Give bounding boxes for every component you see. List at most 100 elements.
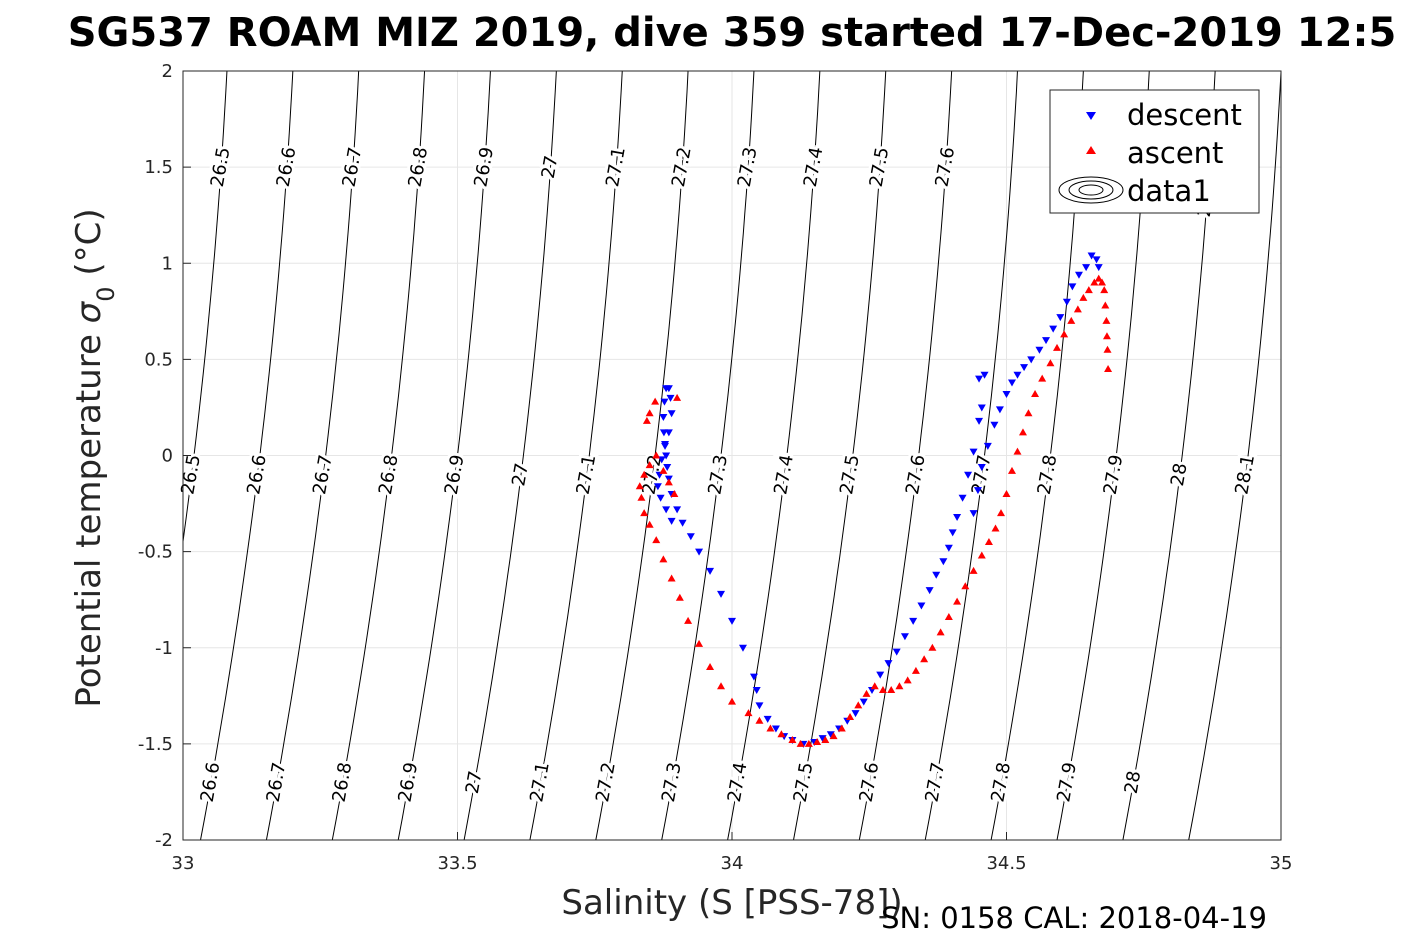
isopycnal-label: 28 (1121, 769, 1146, 795)
y-tick-label: 2 (162, 61, 173, 82)
descent-point (1068, 283, 1077, 291)
ascent-point (1100, 286, 1109, 294)
ascent-point (895, 682, 904, 690)
ascent-point (870, 682, 879, 690)
ascent-point (635, 482, 644, 490)
ascent-point (1102, 316, 1111, 324)
ascent-point (1079, 293, 1088, 301)
descent-point (752, 687, 761, 695)
descent-point (653, 483, 662, 491)
descent-point (673, 506, 682, 514)
descent-point (1056, 314, 1065, 322)
ascent-point (1073, 305, 1082, 313)
ascent-point (829, 732, 838, 740)
ascent-point (652, 536, 661, 544)
ascent-point (862, 689, 871, 697)
y-axis-ticks: -2 -1.5 -1 -0.5 0 0.5 1 1.5 2 (138, 61, 191, 851)
descent-point (892, 648, 901, 656)
ascent-point (796, 739, 805, 747)
ascent-point (854, 701, 863, 709)
ascent-point (977, 551, 986, 559)
ascent-point (659, 555, 668, 563)
x-tick-label: 33.5 (437, 853, 477, 874)
ascent-point (1098, 278, 1107, 286)
ascent-point (887, 686, 896, 694)
legend-ascent-label: ascent (1127, 136, 1223, 170)
x-tick-label: 35 (1270, 853, 1293, 874)
descent-point (664, 385, 673, 393)
legend-ascent-marker (1086, 146, 1096, 154)
ascent-point (645, 409, 654, 417)
ascent-point (766, 724, 775, 732)
y-tick-label: -1 (155, 638, 173, 659)
isopycnal-line (183, 71, 228, 546)
descent-point (900, 633, 909, 641)
descent-point (763, 715, 772, 723)
y-tick-label: -0.5 (138, 542, 173, 563)
x-tick-label: 34 (721, 853, 744, 874)
descent-point (1092, 256, 1101, 264)
ascent-point (640, 470, 649, 478)
ascent-point (706, 662, 715, 670)
descent-point (771, 725, 780, 733)
descent-point (662, 452, 671, 460)
descent-point (948, 529, 957, 537)
ascent-point (788, 736, 797, 744)
descent-point (662, 506, 671, 514)
y-tick-label: 1 (162, 253, 173, 274)
y-tick-label: 0 (162, 446, 173, 467)
ascent-point (1094, 274, 1103, 282)
descent-point (1074, 271, 1083, 279)
ascent-point (953, 597, 962, 605)
ascent-point (1067, 316, 1076, 324)
isopycnal-line (331, 71, 426, 840)
calibration-footer: SN: 0158 CAL: 2018-04-19 (881, 901, 1267, 935)
y-tick-label: 1.5 (144, 157, 173, 178)
ascent-point (1024, 409, 1033, 417)
descent-point (1002, 390, 1011, 398)
ascent-point (991, 524, 1000, 532)
descent-point (660, 398, 669, 406)
descent-point (663, 464, 672, 472)
descent-point (980, 371, 989, 379)
descent-point (977, 404, 986, 412)
descent-point (664, 429, 673, 437)
y-tick-label: -1.5 (138, 734, 173, 755)
descent-point (953, 514, 962, 522)
descent-point (1013, 371, 1022, 379)
descent-point (749, 673, 758, 681)
ascent-point (664, 478, 673, 486)
ascent-point (651, 397, 660, 405)
ascent-point (1104, 364, 1113, 372)
descent-point (695, 548, 704, 556)
ascent-point (645, 461, 654, 469)
descent-point (1027, 356, 1036, 364)
ascent-point (645, 520, 654, 528)
x-tick-label: 34.5 (986, 853, 1026, 874)
ascent-point (642, 416, 651, 424)
descent-point (1087, 252, 1096, 260)
isopycnal-line (463, 71, 557, 840)
legend-box (1049, 89, 1260, 214)
ascent-point (821, 736, 830, 744)
x-axis-label: Salinity (S [PSS-78]) (561, 883, 902, 923)
descent-point (667, 517, 676, 525)
isopycnal-line (661, 71, 755, 840)
isopycnal-line (397, 71, 491, 840)
descent-point (964, 471, 973, 479)
descent-point (666, 394, 675, 402)
chart-title: SG537 ROAM MIZ 2019, dive 359 started 17… (68, 10, 1397, 56)
descent-point (818, 735, 827, 743)
ascent-point (1018, 428, 1027, 436)
ascent-point (936, 628, 945, 636)
ascent-point (744, 709, 753, 717)
ascent-point (728, 697, 736, 705)
ascent-point (944, 612, 953, 620)
isopycnal-line (727, 71, 821, 840)
descent-point (667, 410, 676, 418)
isopycnal-label: 28 (1167, 461, 1192, 487)
ascent-series (635, 274, 1113, 747)
descent-point (958, 494, 967, 502)
descent-point (1082, 264, 1091, 272)
